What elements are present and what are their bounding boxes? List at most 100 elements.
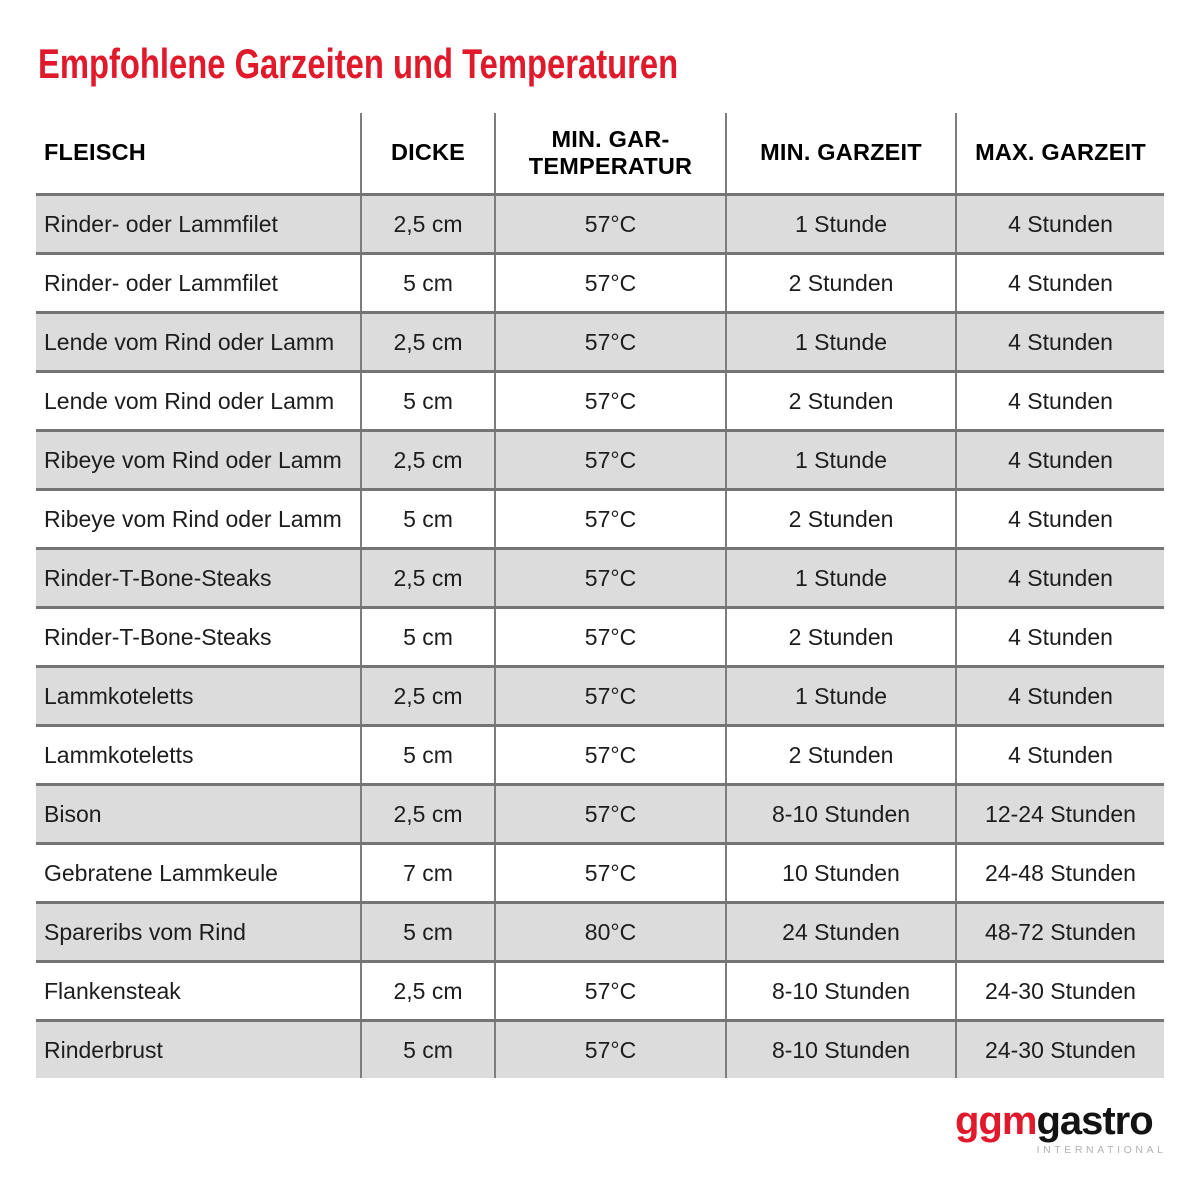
table-row: Lammkoteletts 5 cm 57°C 2 Stunden 4 Stunden (36, 724, 1164, 783)
min-time-cell: 1 Stunde (727, 314, 957, 370)
min-time-cell: 8-10 Stunden (727, 963, 957, 1019)
meat-name-cell: Rinder- oder Lammfilet (36, 196, 362, 252)
ggmgastro-logo: ggmgastro INTERNATIONAL (955, 1101, 1163, 1161)
table-row: Gebratene Lammkeule 7 cm 57°C 10 Stunden 24-… (36, 842, 1164, 901)
meat-name-cell: Lende vom Rind oder Lamm (36, 314, 362, 370)
min-time-cell: 8-10 Stunden (727, 1022, 957, 1078)
table-row: Ribeye vom Rind oder Lamm 2,5 cm 57°C 1 Stu… (36, 429, 1164, 488)
max-time-cell: 4 Stunden (1008, 623, 1113, 650)
header-cell-fleisch: FLEISCH (36, 113, 362, 193)
thickness-cell: 5 cm (362, 373, 496, 429)
thickness-cell: 5 cm (362, 609, 496, 665)
thickness-cell: 2,5 cm (362, 314, 496, 370)
min-time-cell: 1 Stunde (727, 432, 957, 488)
thickness-cell: 5 cm (362, 1022, 496, 1078)
min-temp-cell: 57°C (496, 491, 727, 547)
min-temp-cell: 57°C (496, 255, 727, 311)
logo-part-gastro: gastro (1036, 1099, 1153, 1143)
logo-wordmark: ggmgastro (955, 1101, 1163, 1141)
meat-name-cell: Ribeye vom Rind oder Lamm (36, 432, 362, 488)
meat-name-cell: Lende vom Rind oder Lamm (36, 373, 362, 429)
thickness-cell: 5 cm (362, 255, 496, 311)
min-time-cell: 10 Stunden (727, 845, 957, 901)
table-row: Rinder-T-Bone-Steaks 2,5 cm 57°C 1 Stunde 4 … (36, 547, 1164, 606)
thickness-cell: 7 cm (362, 845, 496, 901)
meat-name-cell: Spareribs vom Rind (36, 904, 362, 960)
meat-name-cell: Rinder-T-Bone-Steaks (36, 609, 362, 665)
max-time-cell: 24-30 Stunden (985, 977, 1136, 1004)
min-time-cell: 1 Stunde (727, 668, 957, 724)
thickness-cell: 5 cm (362, 727, 496, 783)
max-time-cell: 4 Stunden (1008, 682, 1113, 709)
thickness-cell: 5 cm (362, 904, 496, 960)
max-time-cell: 4 Stunden (1008, 564, 1113, 591)
max-time-cell: 4 Stunden (1008, 446, 1113, 473)
header-cell-min-gar-temperatur: MIN. GAR-TEMPERATUR (496, 113, 727, 193)
meat-name-cell: Rinderbrust (36, 1022, 362, 1078)
meat-name-cell: Lammkoteletts (36, 668, 362, 724)
meat-name-cell: Lammkoteletts (36, 727, 362, 783)
max-time-cell: 12-24 Stunden (985, 800, 1136, 827)
meat-name-cell: Rinder- oder Lammfilet (36, 255, 362, 311)
min-time-cell: 2 Stunden (727, 727, 957, 783)
min-temp-cell: 57°C (496, 432, 727, 488)
min-time-cell: 8-10 Stunden (727, 786, 957, 842)
max-time-cell: 4 Stunden (1008, 741, 1113, 768)
table-row: Lammkoteletts 2,5 cm 57°C 1 Stunde 4 Stunden (36, 665, 1164, 724)
thickness-cell: 5 cm (362, 491, 496, 547)
thickness-cell: 2,5 cm (362, 668, 496, 724)
min-time-cell: 2 Stunden (727, 609, 957, 665)
table-row: Bison 2,5 cm 57°C 8-10 Stunden 12-24 Stunden (36, 783, 1164, 842)
min-temp-cell: 57°C (496, 727, 727, 783)
header-cell-min-garzeit: MIN. GARZEIT (727, 113, 957, 193)
table-header-row: FLEISCH DICKE MIN. GAR-TEMPERATUR MIN. G… (36, 113, 1164, 193)
table-row: Ribeye vom Rind oder Lamm 5 cm 57°C 2 Stund… (36, 488, 1164, 547)
thickness-cell: 2,5 cm (362, 432, 496, 488)
min-temp-cell: 57°C (496, 550, 727, 606)
max-time-cell: 48-72 Stunden (985, 918, 1136, 945)
table-row: Rinder-T-Bone-Steaks 5 cm 57°C 2 Stunden 4 S… (36, 606, 1164, 665)
page-title: Empfohlene Garzeiten und Temperaturen (38, 40, 679, 87)
min-temp-cell: 57°C (496, 668, 727, 724)
min-temp-cell: 57°C (496, 314, 727, 370)
table-row: Rinderbrust 5 cm 57°C 8-10 Stunden 24-30 Stu… (36, 1019, 1164, 1078)
min-temp-cell: 57°C (496, 1022, 727, 1078)
table-body: Rinder- oder Lammfilet 2,5 cm 57°C 1 Stunde… (36, 193, 1164, 1078)
min-time-cell: 2 Stunden (727, 373, 957, 429)
min-temp-cell: 57°C (496, 786, 727, 842)
table-row: Flankensteak 2,5 cm 57°C 8-10 Stunden 24-30 … (36, 960, 1164, 1019)
logo-subtitle-international: INTERNATIONAL (1036, 1144, 1167, 1156)
max-time-cell: 24-30 Stunden (985, 1036, 1136, 1063)
meat-name-cell: Gebratene Lammkeule (36, 845, 362, 901)
thickness-cell: 2,5 cm (362, 963, 496, 1019)
max-time-cell: 4 Stunden (1008, 505, 1113, 532)
table-row: Rinder- oder Lammfilet 2,5 cm 57°C 1 Stunde… (36, 193, 1164, 252)
meat-name-cell: Flankensteak (36, 963, 362, 1019)
thickness-cell: 2,5 cm (362, 786, 496, 842)
table-row: Spareribs vom Rind 5 cm 80°C 24 Stunden 48-7… (36, 901, 1164, 960)
min-temp-cell: 57°C (496, 845, 727, 901)
min-temp-cell: 57°C (496, 963, 727, 1019)
max-time-cell: 4 Stunden (1008, 269, 1113, 296)
min-time-cell: 1 Stunde (727, 550, 957, 606)
max-time-cell: 4 Stunden (1008, 328, 1113, 355)
max-time-cell: 4 Stunden (1008, 210, 1113, 237)
meat-name-cell: Rinder-T-Bone-Steaks (36, 550, 362, 606)
table-row: Lende vom Rind oder Lamm 2,5 cm 57°C 1 Stun… (36, 311, 1164, 370)
cooking-times-table: FLEISCH DICKE MIN. GAR-TEMPERATUR MIN. G… (36, 113, 1164, 1078)
max-time-cell: 24-48 Stunden (985, 859, 1136, 886)
meat-name-cell: Bison (36, 786, 362, 842)
thickness-cell: 2,5 cm (362, 550, 496, 606)
min-temp-cell: 57°C (496, 609, 727, 665)
min-time-cell: 1 Stunde (727, 196, 957, 252)
logo-part-ggm: ggm (955, 1099, 1037, 1143)
min-time-cell: 2 Stunden (727, 255, 957, 311)
header-cell-dicke: DICKE (362, 113, 496, 193)
min-temp-cell: 80°C (496, 904, 727, 960)
meat-name-cell: Ribeye vom Rind oder Lamm (36, 491, 362, 547)
thickness-cell: 2,5 cm (362, 196, 496, 252)
min-temp-cell: 57°C (496, 196, 727, 252)
table-row: Rinder- oder Lammfilet 5 cm 57°C 2 Stunden 4… (36, 252, 1164, 311)
table-row: Lende vom Rind oder Lamm 5 cm 57°C 2 Stunde… (36, 370, 1164, 429)
max-time-cell: 4 Stunden (1008, 387, 1113, 414)
